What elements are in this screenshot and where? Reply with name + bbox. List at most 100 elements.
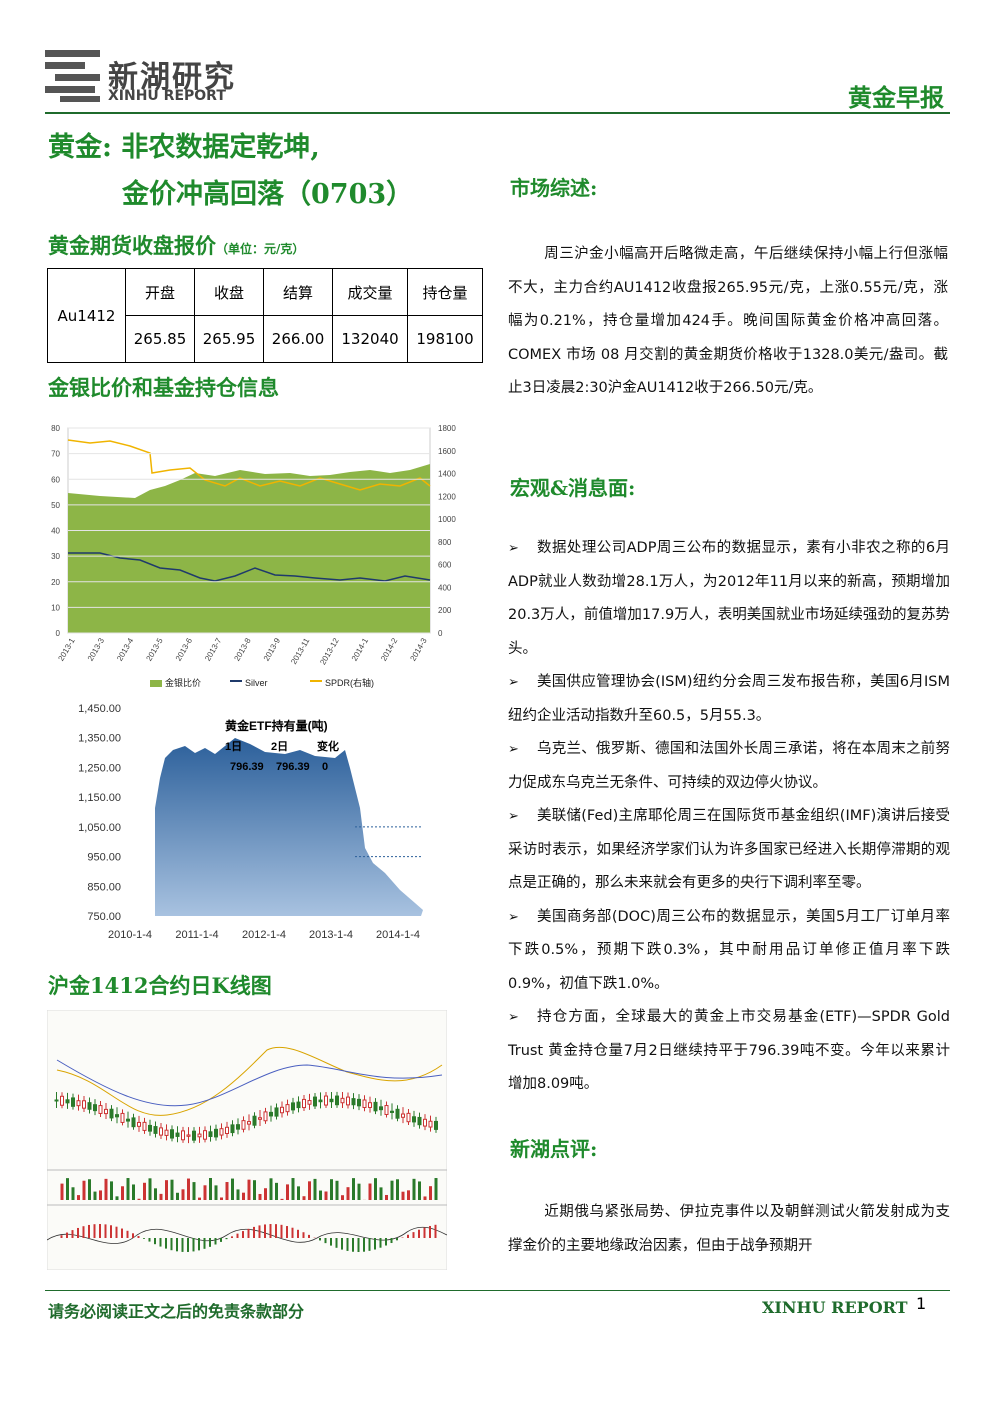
candle-body: [362, 1099, 367, 1109]
candle-body: [54, 1099, 59, 1102]
candle-body: [192, 1130, 196, 1141]
volume-bar: [423, 1196, 427, 1200]
macd-bar: [368, 1238, 371, 1251]
etf-chart: 1,450.00 1,350.00 1,250.00 1,150.00 1,050.00…: [78, 703, 423, 941]
volume-bar: [286, 1184, 289, 1200]
volume-bar: [368, 1183, 372, 1200]
left-tick-label: 50: [51, 501, 60, 510]
volume-bar: [280, 1198, 284, 1200]
volume-bar: [335, 1180, 339, 1200]
volume-bar: [247, 1179, 251, 1200]
x-tick-label: 2013-3: [86, 636, 107, 663]
col-header: 持仓量: [407, 268, 483, 316]
col-header: 成交量: [332, 268, 408, 316]
y-tick-label: 1,250.00: [78, 762, 121, 774]
candle-body: [170, 1129, 174, 1139]
inset-value: 0: [322, 761, 328, 773]
macd-bar: [302, 1232, 305, 1238]
macd-bar: [132, 1233, 134, 1238]
left-tick-label: 20: [51, 578, 60, 587]
header-rule: [45, 112, 950, 114]
candle-body: [87, 1102, 92, 1110]
macd-bar: [385, 1238, 387, 1246]
volume-bar: [187, 1178, 190, 1200]
macro-heading: 宏观&消息面:: [510, 476, 636, 500]
macd-bar: [275, 1224, 277, 1238]
right-tick-label: 1400: [438, 470, 456, 479]
candle-body: [368, 1102, 372, 1108]
macd-bar: [341, 1238, 343, 1250]
ma-line: [56, 1059, 443, 1107]
volume-bar: [93, 1191, 97, 1200]
macd-bar: [247, 1228, 250, 1238]
volume-bar: [313, 1178, 317, 1200]
volume-bar: [319, 1190, 322, 1200]
candle-body: [340, 1097, 345, 1104]
left-tick-label: 60: [51, 475, 60, 484]
macd-bar: [209, 1238, 211, 1247]
macd-bar: [192, 1238, 195, 1252]
volume-bar: [302, 1196, 306, 1200]
volume-bar: [374, 1178, 377, 1200]
chart-heading: 金银比价和基金持仓信息: [48, 375, 279, 400]
macd-bar: [396, 1238, 398, 1241]
macd-bar: [77, 1227, 79, 1238]
volume-bar: [253, 1180, 256, 1200]
bullet-item: 乌克兰、俄罗斯、德国和法国外长周三承诺，将在本周末之前努力促成东乌克兰无条件、可…: [508, 733, 950, 800]
right-tick-label: 1200: [438, 492, 456, 501]
candle-body: [164, 1129, 169, 1136]
candle-body: [384, 1105, 389, 1115]
x-tick-label: 2014-1: [350, 636, 371, 663]
col-header: 开盘: [124, 268, 196, 316]
volume-bar: [264, 1188, 267, 1200]
candle-body: [423, 1118, 427, 1127]
macd-bar: [187, 1238, 189, 1252]
volume-bar: [176, 1192, 179, 1200]
y-tick-label: 750.00: [87, 911, 121, 923]
page-number: 1: [916, 1294, 927, 1313]
volume-bar: [132, 1184, 135, 1200]
volume-bar: [121, 1186, 124, 1200]
right-tick-label: 200: [438, 606, 452, 615]
macd-bar: [165, 1238, 167, 1249]
volume-bar: [401, 1191, 405, 1200]
macd-bar: [93, 1224, 96, 1238]
cell-value: 265.85: [124, 315, 196, 363]
macd-bar: [82, 1226, 85, 1238]
volume-bar: [192, 1182, 196, 1200]
x-tick-label: 2013-12: [318, 636, 341, 666]
x-tick-label: 2013-1-4: [309, 929, 353, 941]
y-tick-label: 850.00: [87, 881, 121, 893]
ma-line: [56, 1046, 443, 1116]
price-unit: （单位：元/克）: [216, 242, 305, 256]
legend-label: 金银比价: [165, 677, 201, 688]
volume-bar: [154, 1188, 157, 1200]
price-heading: 黄金期货收盘报价（单位：元/克）: [48, 230, 304, 260]
x-tick-label: 2013-9: [262, 636, 283, 663]
macd-bar: [104, 1224, 107, 1238]
bullet-item: 持仓方面，全球最大的黄金上市交易基金(ETF)—SPDR Gold Trust …: [508, 1001, 950, 1102]
etf-area: [155, 738, 423, 916]
macd-bar: [258, 1225, 261, 1238]
candle-body: [214, 1128, 218, 1138]
right-tick-label: 600: [438, 561, 452, 570]
macd-bar: [181, 1238, 184, 1252]
candle-body: [137, 1121, 141, 1127]
inset-value: 796.39: [276, 761, 310, 773]
kline-heading: 沪金1412合约日K线图: [48, 973, 272, 998]
macd-bar: [291, 1227, 294, 1238]
legend-swatch: [230, 680, 242, 682]
candle-body: [197, 1133, 202, 1138]
contract: Au1412: [47, 268, 126, 363]
y-tick-label: 1,050.00: [78, 822, 121, 834]
candle-body: [329, 1098, 334, 1103]
x-tick-label: 2014-1-4: [376, 929, 420, 941]
macd-bar: [269, 1224, 272, 1238]
macd-bar: [236, 1233, 239, 1238]
candle-body: [126, 1118, 130, 1122]
volume-bar: [291, 1178, 295, 1200]
candle-body: [120, 1112, 125, 1123]
legend-swatch: [150, 680, 162, 687]
macd-bar: [379, 1238, 382, 1248]
